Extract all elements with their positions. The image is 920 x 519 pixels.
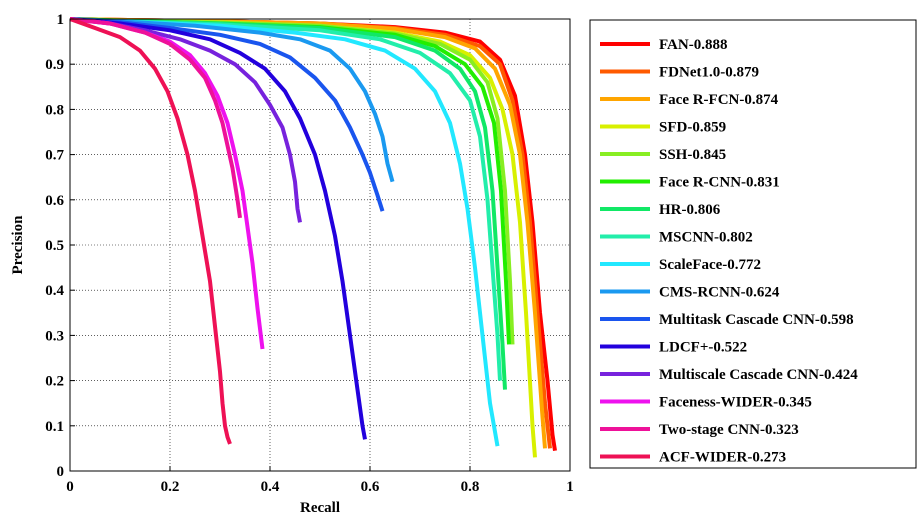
legend-entry-label: SSH-0.845 — [659, 147, 726, 163]
x-tick-label: 0 — [66, 479, 74, 495]
y-tick-label: 0.5 — [45, 238, 64, 254]
x-tick-label: 0.8 — [461, 479, 480, 495]
y-tick-label: 1 — [57, 12, 65, 28]
x-tick-label: 0.6 — [361, 479, 380, 495]
legend-box — [589, 19, 917, 469]
y-tick-label: 0.4 — [45, 283, 64, 299]
series-line-two-stage-cnn-0-323 — [69, 17, 242, 219]
legend-entry-label: Two-stage CNN-0.323 — [659, 422, 799, 438]
legend-entry-label: SFD-0.859 — [659, 120, 726, 136]
y-tick-label: 0.3 — [45, 328, 64, 344]
legend-entry-label: LDCF+-0.522 — [659, 340, 747, 356]
x-axis-label: Recall — [300, 500, 340, 516]
x-tick-labels: 0 0.2 0.4 0.6 0.8 1 — [66, 479, 574, 495]
x-tick-label: 0.4 — [261, 479, 280, 495]
legend-entry-label: Face R-CNN-0.831 — [659, 175, 780, 191]
y-axis-label: Precision — [10, 215, 26, 275]
y-tick-label: 0.7 — [45, 148, 64, 164]
y-tick-label: 0.6 — [45, 193, 64, 209]
legend-entry-label: Faceness-WIDER-0.345 — [659, 395, 812, 411]
x-tick-label: 1 — [566, 479, 574, 495]
legend: FAN-0.888 FDNet1.0-0.879 Face R-FCN-0.874 S… — [600, 37, 858, 466]
legend-entry-label: Multiscale Cascade CNN-0.424 — [659, 367, 858, 383]
y-tick-label: 0.8 — [45, 102, 64, 118]
legend-entry-label: ACF-WIDER-0.273 — [659, 450, 786, 466]
legend-entry-label: HR-0.806 — [659, 202, 721, 218]
legend-entry-label: Face R-FCN-0.874 — [659, 92, 779, 108]
series-line-cms-rcnn-0-624 — [69, 17, 395, 183]
y-tick-label: 0.1 — [45, 419, 64, 435]
x-tick-label: 0.2 — [161, 479, 180, 495]
plot-frame — [69, 18, 571, 472]
legend-entry-label: Multitask Cascade CNN-0.598 — [659, 312, 854, 328]
legend-entry-label: FDNet1.0-0.879 — [659, 65, 759, 81]
series-line-acf-wider-0-273 — [69, 17, 232, 445]
y-tick-label: 0 — [57, 464, 65, 480]
series-line-ldcf-0-522 — [69, 17, 367, 440]
legend-entry-label: FAN-0.888 — [659, 37, 727, 53]
series-line-multitask-cascade-cnn-0-598 — [69, 17, 385, 212]
series-line-multiscale-cascade-cnn-0-424 — [69, 17, 302, 223]
y-tick-labels: 0 0.1 0.2 0.3 0.4 0.5 0.6 0.7 0.8 0.9 1 — [45, 12, 64, 480]
series-lines — [69, 17, 557, 458]
series-line-scaleface-0-772 — [69, 17, 500, 447]
y-tick-label: 0.2 — [45, 374, 64, 390]
legend-entry-label: CMS-RCNN-0.624 — [659, 285, 780, 301]
legend-entry-label: ScaleFace-0.772 — [659, 257, 761, 273]
legend-entry-label: MSCNN-0.802 — [659, 230, 753, 246]
y-tick-label: 0.9 — [45, 57, 64, 73]
